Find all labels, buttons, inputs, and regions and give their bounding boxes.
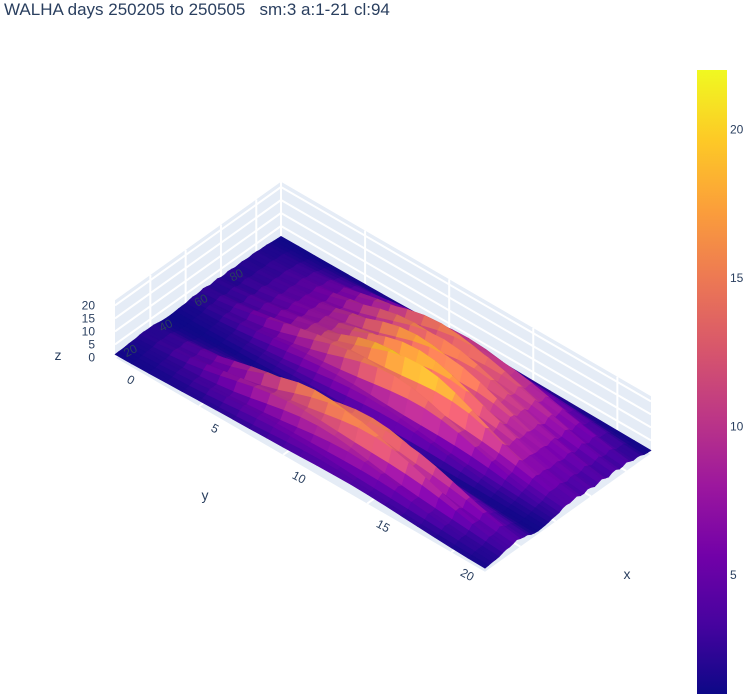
y-tick-label: 40 bbox=[157, 316, 176, 335]
surface-mesh bbox=[114, 235, 652, 569]
back-pane-x bbox=[281, 181, 651, 454]
y-tick-label: 60 bbox=[192, 291, 211, 310]
colorbar-tick-label: 15 bbox=[730, 271, 744, 285]
grid-line bbox=[280, 212, 652, 429]
chart-title: WALHA days 250205 to 250505 sm:3 a:1-21 … bbox=[4, 0, 390, 19]
grid-line bbox=[114, 186, 282, 307]
grid-line bbox=[280, 186, 652, 403]
colorbar-tick-label: 20 bbox=[730, 122, 744, 136]
colorbar: 5 10 15 20 bbox=[697, 70, 744, 694]
surface-patch bbox=[467, 554, 490, 569]
z-tick-label: 20 bbox=[82, 298, 96, 312]
back-pane-y bbox=[115, 181, 281, 358]
y-tick-label: 80 bbox=[227, 266, 246, 285]
colorbar-tick-label: 5 bbox=[730, 568, 737, 582]
z-tick-label: 0 bbox=[88, 350, 95, 364]
x-tick-label: 10 bbox=[290, 468, 309, 487]
x-tick-label: 0 bbox=[125, 372, 138, 388]
grid-line bbox=[114, 199, 282, 320]
grid-line bbox=[114, 212, 282, 333]
z-tick-label: 15 bbox=[82, 311, 96, 325]
x-axis-label: x bbox=[624, 566, 631, 582]
z-tick-label: 10 bbox=[82, 324, 96, 338]
y-axis-label: y bbox=[202, 487, 209, 503]
z-axis-label: z bbox=[55, 347, 62, 363]
colorbar-tick-label: 10 bbox=[730, 420, 744, 434]
y-tick-label: 20 bbox=[121, 341, 140, 360]
grid-line bbox=[280, 199, 652, 416]
x-tick-label: 15 bbox=[374, 517, 393, 536]
x-tick-label: 20 bbox=[458, 565, 477, 584]
colorbar-gradient bbox=[697, 70, 727, 694]
z-tick-label: 5 bbox=[88, 337, 95, 351]
grid-line bbox=[114, 225, 282, 346]
x-tick-label: 5 bbox=[209, 421, 222, 437]
grid-line bbox=[280, 225, 652, 442]
